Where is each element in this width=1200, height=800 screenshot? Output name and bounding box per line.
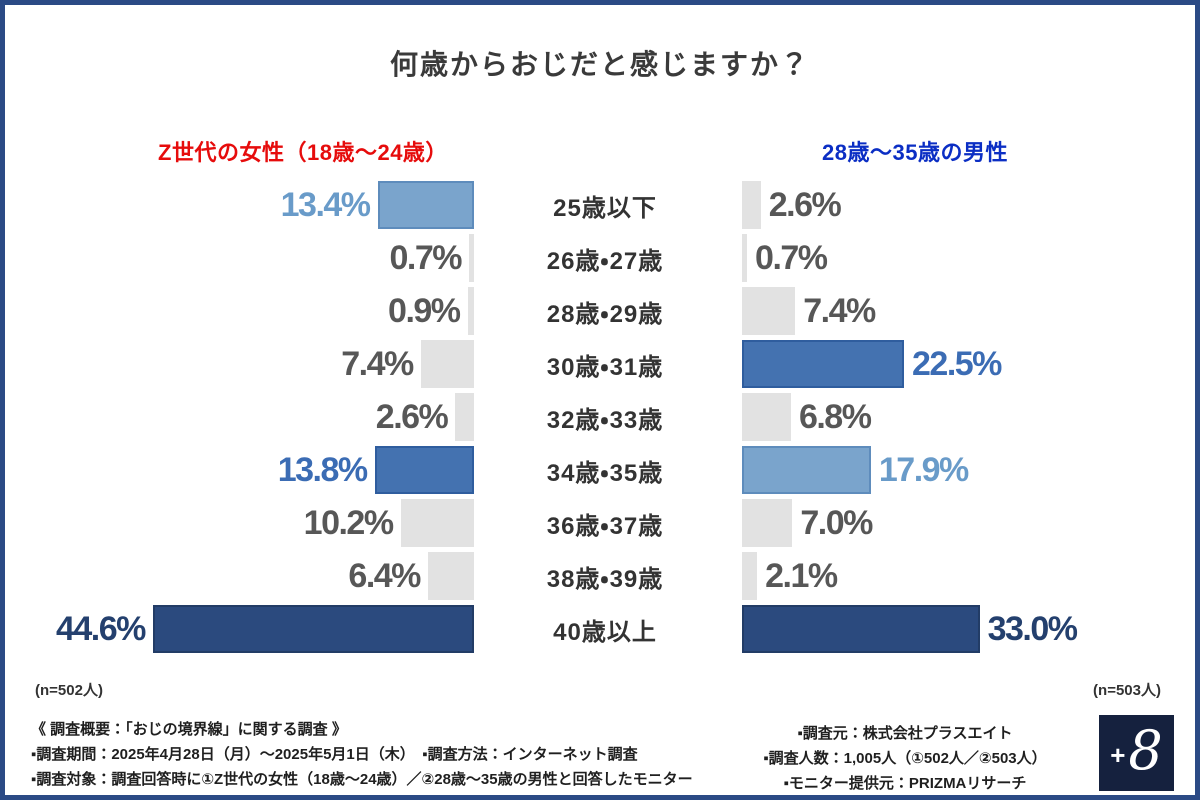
left-bar: [374, 446, 474, 494]
left-bar-zone: 6.4%: [27, 552, 474, 600]
left-bar: [455, 393, 474, 441]
right-value-label: 0.7%: [755, 239, 828, 277]
survey-period-method: ▪調査期間：2025年4月28日（月）〜2025年5月1日（木） ▪調査方法：イ…: [31, 746, 638, 763]
right-bar-zone: 22.5%: [736, 340, 1183, 388]
right-bar: [742, 605, 980, 653]
right-bar-zone: 0.7%: [736, 234, 1183, 282]
category-label: 28歳・29歳: [546, 300, 664, 328]
left-bar-zone: 2.6%: [27, 393, 474, 441]
survey-source-block: ▪調査元：株式会社プラスエイト ▪調査人数：1,005人（①502人／②503人…: [727, 721, 1083, 795]
right-bar-zone: 2.1%: [736, 552, 1183, 600]
right-bar-zone: 7.0%: [736, 499, 1183, 547]
left-bar-zone: 13.4%: [27, 181, 474, 229]
survey-overview-block: 《 調査概要：「おじの境界線」に関する調査 》 ▪調査期間：2025年4月28日…: [31, 717, 693, 792]
chart-row: 0.7% 26歳・27歳 0.7%: [27, 234, 1183, 282]
survey-count: ▪調査人数：1,005人（①502人／②503人）: [763, 750, 1047, 767]
left-value-label: 44.6%: [55, 610, 146, 648]
chart-row: 13.8% 34歳・35歳 17.9%: [27, 446, 1183, 494]
right-bar: [742, 287, 796, 335]
category-label: 26歳・27歳: [546, 247, 664, 275]
right-bar-zone: 17.9%: [736, 446, 1183, 494]
right-value-label: 2.1%: [765, 557, 838, 595]
left-value-label: 7.4%: [341, 345, 414, 383]
left-bar-zone: 7.4%: [27, 340, 474, 388]
chart-row: 6.4% 38歳・39歳 2.1%: [27, 552, 1183, 600]
chart-row: 44.6% 40歳以上 33.0%: [27, 605, 1183, 653]
right-bar: [742, 234, 748, 282]
right-value-label: 7.0%: [800, 504, 873, 542]
right-bar-zone: 6.8%: [736, 393, 1183, 441]
survey-target: ▪調査対象：調査回答時に①Z世代の女性（18歳〜24歳）／②28歳〜35歳の男性…: [31, 771, 693, 788]
left-value-label: 2.6%: [375, 398, 449, 436]
plus-eight-logo: + 8: [1099, 715, 1174, 791]
left-bar: [152, 605, 474, 653]
chart-row: 13.4% 25歳以下 2.6%: [27, 181, 1183, 229]
left-bar-zone: 0.7%: [27, 234, 474, 282]
category-label: 36歳・37歳: [546, 512, 664, 540]
right-value-label: 7.4%: [803, 292, 876, 330]
right-value-label: 6.8%: [798, 398, 872, 436]
left-bar: [400, 499, 474, 547]
left-bar-zone: 10.2%: [27, 499, 474, 547]
category-label: 38歳・39歳: [546, 565, 664, 593]
right-bar: [742, 393, 791, 441]
category-label: 25歳以下: [553, 194, 657, 222]
right-value-label: 22.5%: [912, 345, 1002, 383]
logo-eight-glyph: 8: [1128, 719, 1163, 782]
chart-row: 2.6% 32歳・33歳 6.8%: [27, 393, 1183, 441]
survey-monitor-provider: ▪モニター提供元：PRIZMAリサーチ: [783, 775, 1027, 792]
left-bar-zone: 13.8%: [27, 446, 474, 494]
survey-source: ▪調査元：株式会社プラスエイト: [797, 725, 1013, 742]
chart-row: 7.4% 30歳・31歳 22.5%: [27, 340, 1183, 388]
right-bar: [742, 181, 761, 229]
left-bar-zone: 0.9%: [27, 287, 474, 335]
left-sample-size: (n=502人): [35, 682, 103, 699]
right-bar: [742, 552, 758, 600]
left-bar: [467, 287, 474, 335]
right-bar-zone: 2.6%: [736, 181, 1183, 229]
right-bar-zone: 7.4%: [736, 287, 1183, 335]
right-bar: [742, 340, 904, 388]
left-group-title: Z世代の女性（18歳〜24歳）: [158, 140, 448, 165]
left-value-label: 6.4%: [348, 557, 421, 595]
category-label: 30歳・31歳: [546, 353, 664, 381]
right-value-label: 17.9%: [878, 451, 969, 489]
survey-overview-title: 《 調査概要：「おじの境界線」に関する調査 》: [31, 721, 347, 738]
left-value-label: 10.2%: [303, 504, 394, 542]
logo-plus-glyph: +: [1110, 740, 1126, 770]
left-bar-zone: 44.6%: [27, 605, 474, 653]
left-bar: [427, 552, 474, 600]
right-sample-size: (n=503人): [1093, 682, 1161, 699]
left-bar: [468, 234, 474, 282]
left-value-label: 13.4%: [280, 186, 371, 224]
right-value-label: 2.6%: [768, 186, 842, 224]
page-title: 何歳からおじだと感じますか？: [389, 49, 810, 80]
chart-row: 10.2% 36歳・37歳 7.0%: [27, 499, 1183, 547]
category-label: 40歳以上: [553, 618, 657, 646]
right-bar: [742, 499, 793, 547]
left-value-label: 0.7%: [389, 239, 462, 277]
category-label: 32歳・33歳: [546, 406, 664, 434]
right-group-title: 28歳〜35歳の男性: [822, 140, 1008, 165]
chart-row: 0.9% 28歳・29歳 7.4%: [27, 287, 1183, 335]
left-value-label: 13.8%: [277, 451, 368, 489]
right-value-label: 33.0%: [987, 610, 1078, 648]
left-value-label: 0.9%: [388, 292, 461, 330]
category-label: 34歳・35歳: [546, 459, 664, 487]
right-bar: [742, 446, 871, 494]
butterfly-chart: 13.4% 25歳以下 2.6% 0.7% 26歳・27歳 0.7% 0.9% …: [27, 181, 1183, 653]
right-bar-zone: 33.0%: [736, 605, 1183, 653]
left-bar: [377, 181, 474, 229]
left-bar: [420, 340, 474, 388]
